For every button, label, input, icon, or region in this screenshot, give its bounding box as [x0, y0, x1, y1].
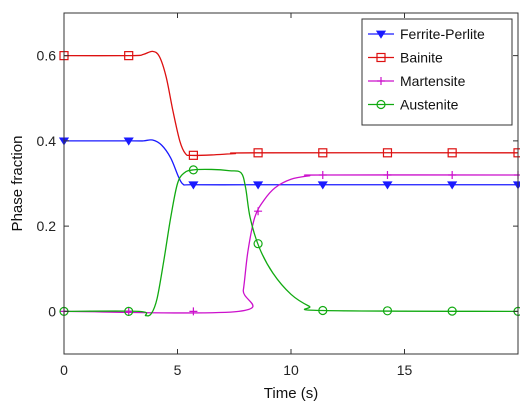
point-bainite — [382, 148, 393, 158]
point-austenite — [188, 165, 198, 175]
point-ferrite-perlite — [253, 181, 264, 190]
legend-label-ferrite-perlite: Ferrite-Perlite — [400, 26, 485, 42]
point-ferrite-perlite — [188, 181, 199, 190]
x-tick-label: 5 — [174, 362, 182, 378]
series-line-martensite — [63, 174, 519, 314]
legend-label-austenite: Austenite — [400, 97, 459, 113]
y-tick-label: 0.2 — [37, 218, 57, 234]
y-tick-label: 0 — [48, 303, 56, 319]
point-ferrite-perlite — [447, 181, 458, 190]
x-tick-label: 15 — [397, 362, 413, 378]
point-bainite — [447, 148, 457, 158]
point-martensite — [448, 170, 457, 179]
x-axis-label: Time (s) — [264, 385, 318, 402]
point-bainite — [124, 51, 134, 61]
series-layer — [63, 50, 519, 317]
series-line-bainite — [63, 50, 519, 157]
legend-label-bainite: Bainite — [400, 50, 443, 66]
series-line-austenite — [63, 168, 519, 317]
y-axis-label: Phase fraction — [9, 136, 26, 232]
legend-box — [361, 18, 513, 126]
y-tick-label: 0.6 — [37, 48, 57, 64]
x-tick-label: 0 — [60, 362, 68, 378]
point-martensite — [383, 170, 392, 179]
point-austenite — [124, 306, 134, 316]
x-tick-label: 10 — [283, 362, 299, 378]
point-austenite — [318, 305, 328, 316]
tick-layer: 0 5 10 15 0 0.2 0.4 0.6 — [37, 13, 518, 378]
point-austenite — [382, 306, 393, 316]
legend: Ferrite-Perlite Bainite Martensite Austenit… — [361, 18, 513, 126]
point-martensite — [189, 307, 198, 316]
legend-marker-bainite — [376, 52, 386, 63]
legend-marker-austenite — [376, 99, 386, 110]
point-ferrite-perlite — [123, 137, 134, 146]
point-martensite — [124, 307, 133, 316]
legend-marker-ferrite-perlite — [375, 30, 387, 39]
legend-label-martensite: Martensite — [400, 73, 466, 89]
point-ferrite-perlite — [382, 181, 393, 190]
point-martensite — [254, 207, 263, 216]
point-austenite — [447, 306, 457, 316]
point-bainite — [318, 148, 328, 158]
point-ferrite-perlite — [317, 181, 328, 190]
series-line-ferrite-perlite — [64, 139, 518, 186]
point-martensite — [318, 170, 327, 179]
y-tick-label: 0.4 — [37, 133, 57, 149]
legend-marker-martensite — [377, 77, 385, 85]
point-bainite — [188, 150, 198, 160]
point-austenite — [253, 239, 263, 249]
marker-layer — [58, 51, 520, 316]
point-bainite — [253, 148, 263, 158]
